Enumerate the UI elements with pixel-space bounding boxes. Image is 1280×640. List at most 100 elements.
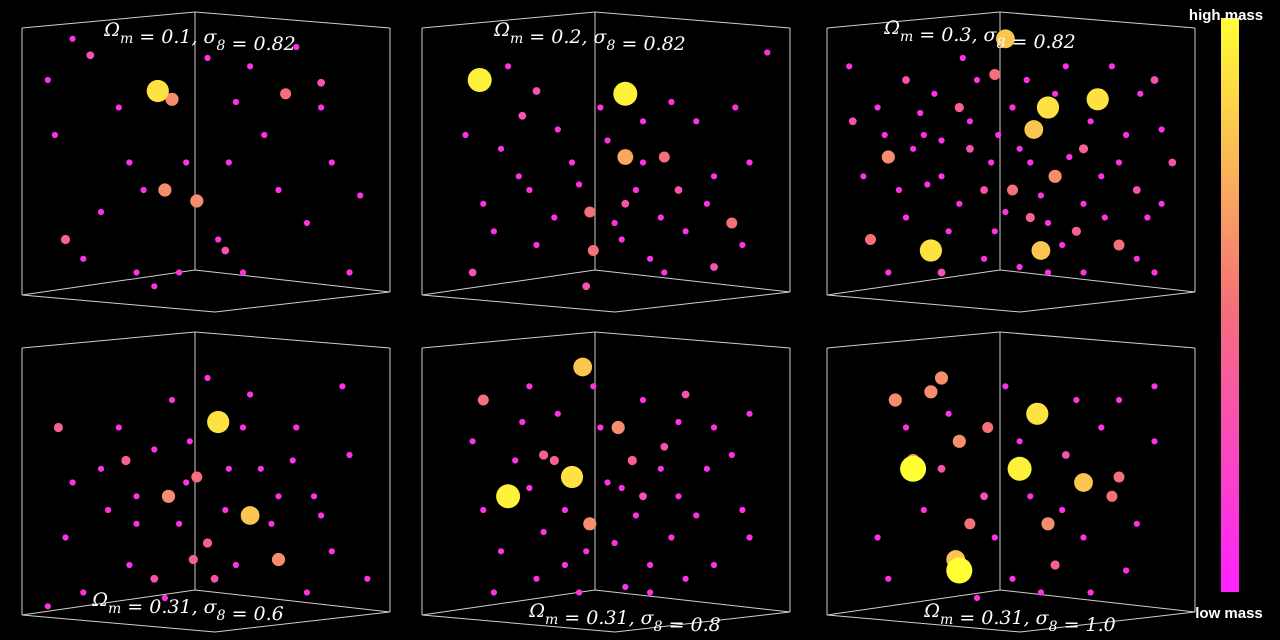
halo-point bbox=[1016, 263, 1023, 271]
halo-point bbox=[604, 137, 611, 144]
halo-point bbox=[1078, 144, 1089, 154]
halo-point bbox=[885, 575, 892, 582]
halo-point bbox=[561, 506, 568, 514]
halo-point bbox=[1036, 96, 1060, 119]
title-fragment: = 0.6 bbox=[226, 603, 284, 625]
box-edge bbox=[21, 589, 196, 616]
halo-point bbox=[1086, 88, 1109, 111]
halo-point bbox=[991, 228, 998, 235]
halo-point bbox=[293, 424, 300, 431]
halo-point bbox=[956, 200, 963, 207]
halo-point bbox=[44, 76, 51, 84]
halo-point bbox=[1050, 560, 1060, 570]
halo-point bbox=[1027, 493, 1034, 500]
halo-point bbox=[497, 548, 505, 555]
title-fragment: = 0.82 bbox=[225, 33, 295, 55]
halo-point bbox=[888, 393, 902, 407]
halo-point bbox=[576, 181, 583, 188]
halo-point bbox=[980, 492, 988, 501]
box-edge bbox=[999, 589, 1196, 613]
halo-point bbox=[639, 159, 647, 166]
box-edge bbox=[21, 614, 216, 633]
title-subscript: 8 bbox=[654, 619, 663, 635]
halo-point bbox=[271, 552, 286, 567]
halo-point bbox=[168, 396, 176, 404]
halo-point bbox=[560, 465, 584, 489]
halo-point bbox=[618, 484, 625, 492]
title-subscript: m bbox=[120, 31, 133, 47]
halo-point bbox=[1132, 186, 1141, 194]
box-edge bbox=[21, 294, 216, 313]
box-edge bbox=[594, 589, 791, 613]
halo-point bbox=[647, 561, 654, 569]
box-edge bbox=[594, 11, 791, 29]
halo-point bbox=[995, 131, 1002, 139]
halo-point bbox=[469, 438, 476, 445]
halo-point bbox=[661, 269, 668, 276]
halo-point bbox=[973, 594, 981, 602]
halo-point bbox=[202, 538, 213, 548]
title-subscript: 8 bbox=[607, 38, 616, 54]
halo-point bbox=[1133, 255, 1140, 262]
halo-point bbox=[533, 575, 540, 582]
halo-point bbox=[657, 214, 664, 221]
halo-point bbox=[515, 173, 522, 180]
box-edge bbox=[421, 294, 616, 313]
halo-point bbox=[938, 137, 945, 144]
halo-point bbox=[1016, 145, 1023, 152]
panel-title: Ωm = 0.31, σ8 = 0.6 bbox=[91, 589, 284, 625]
halo-point bbox=[674, 186, 683, 194]
halo-point bbox=[952, 434, 966, 448]
title-fragment: = 0.8 bbox=[663, 614, 721, 636]
halo-point bbox=[991, 534, 998, 541]
halo-point bbox=[505, 63, 512, 70]
halo-point bbox=[477, 394, 489, 406]
panel-1: Ωm = 0.1, σ8 = 0.82 bbox=[21, 11, 391, 313]
box-edge bbox=[194, 269, 391, 293]
halo-point bbox=[121, 455, 131, 466]
halo-point bbox=[945, 228, 952, 235]
halo-point bbox=[303, 589, 310, 596]
halo-point bbox=[1023, 76, 1030, 84]
halo-point bbox=[105, 506, 112, 514]
title-subscript: 8 bbox=[1049, 619, 1058, 635]
box-edge bbox=[826, 331, 1001, 349]
halo-point bbox=[1087, 118, 1094, 125]
halo-point bbox=[874, 534, 881, 541]
halo-point bbox=[1080, 534, 1087, 541]
halo-point bbox=[44, 603, 51, 610]
halo-point bbox=[611, 420, 625, 435]
halo-point bbox=[1024, 120, 1044, 139]
halo-point bbox=[183, 159, 190, 166]
title-fragment: = 0.1, σ bbox=[133, 26, 217, 48]
panel-title: Ωm = 0.31, σ8 = 0.8 bbox=[528, 600, 721, 636]
halo-point bbox=[739, 241, 746, 249]
halo-point bbox=[746, 410, 753, 417]
box-edge bbox=[214, 291, 391, 313]
halo-point bbox=[1048, 169, 1062, 183]
halo-point bbox=[982, 422, 994, 433]
halo-point bbox=[627, 455, 637, 466]
halo-point bbox=[161, 489, 176, 503]
halo-point bbox=[647, 589, 654, 596]
title-subscript: m bbox=[545, 612, 558, 628]
halo-point bbox=[526, 186, 533, 194]
halo-point bbox=[480, 200, 487, 207]
halo-point bbox=[151, 283, 158, 290]
halo-point bbox=[261, 131, 268, 139]
halo-point bbox=[133, 520, 140, 527]
box-edge bbox=[1019, 611, 1196, 633]
halo-point bbox=[240, 506, 260, 525]
halo-point bbox=[900, 455, 927, 482]
halo-point bbox=[1007, 184, 1018, 196]
halo-point bbox=[937, 464, 946, 473]
halo-point bbox=[328, 159, 335, 166]
halo-point bbox=[639, 118, 647, 125]
halo-point bbox=[533, 241, 540, 249]
halo-point bbox=[62, 534, 69, 541]
halo-point bbox=[988, 159, 995, 166]
halo-point bbox=[1037, 192, 1044, 199]
halo-point bbox=[739, 506, 746, 514]
halo-point bbox=[1002, 208, 1009, 216]
